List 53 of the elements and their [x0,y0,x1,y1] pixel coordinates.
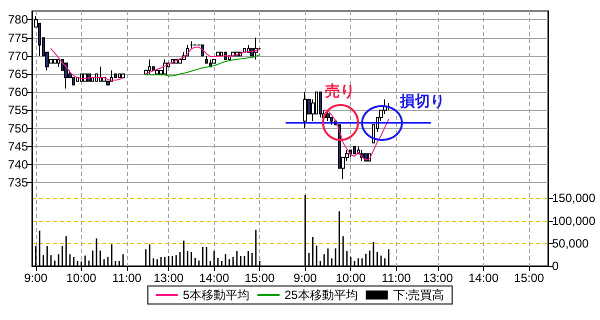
candlestick [353,146,356,154]
x-tick-label: 10:00 [66,271,97,285]
annotation: 損切り [400,92,445,110]
x-tick-label: 13:00 [422,271,454,285]
legend-label: 5本移動平均 [182,288,250,302]
x-tick-label: 9:00 [24,271,48,285]
x-tick-label: 11:00 [382,271,412,285]
y-tick-label: 755 [8,103,28,118]
x-tick-label: 15:00 [514,271,544,285]
candlestick [114,74,117,78]
candlestick [163,59,167,75]
y-tick-label: 770 [8,48,28,63]
y-tick-label: 765 [8,67,28,82]
candlestick [121,74,125,78]
line-series [145,54,260,76]
x-tick-label: 10:00 [336,271,366,285]
annotation: 売り [325,82,355,100]
y2-tick-label: 150,000 [552,191,596,206]
y-tick-label: 740 [8,158,28,172]
candlestick [326,110,330,122]
x-tick-label: 14:00 [468,271,499,285]
candlestick [220,52,223,56]
y2-tick-label: 100,000 [552,214,596,228]
candlestick [330,116,333,126]
y2-tick-label: 0 [552,259,559,273]
x-tick-label: 11:00 [112,271,142,285]
candlestick [212,59,216,64]
candlestick [254,37,258,60]
candlestick [190,40,193,50]
legend-label: 下:売買高 [392,288,444,302]
candlestick [319,92,322,118]
legend-label: 25本移動平均 [284,288,358,302]
candlestick [216,52,220,56]
x-tick-label: 9:00 [293,271,318,285]
candlestick [57,59,60,68]
y-tick-label: 750 [8,121,28,136]
candlestick [155,70,159,75]
candlestick [303,92,307,129]
candlestick [99,66,102,82]
y-tick-label: 760 [8,85,28,100]
x-tick-label: 13:00 [154,271,184,285]
candlestick [205,55,208,64]
x-tick-label: 15:00 [244,271,275,285]
y-tick-label: 745 [8,139,28,154]
candlestick [118,74,121,78]
candlestick [53,59,57,64]
y-tick-label: 735 [8,176,28,190]
candlestick [148,59,151,75]
x-tick-label: 14:00 [199,271,230,285]
y2-tick-label: 50,000 [552,236,590,250]
candlestick [64,62,68,90]
y-tick-label: 775 [8,30,28,45]
y-tick-label: 780 [8,12,28,27]
